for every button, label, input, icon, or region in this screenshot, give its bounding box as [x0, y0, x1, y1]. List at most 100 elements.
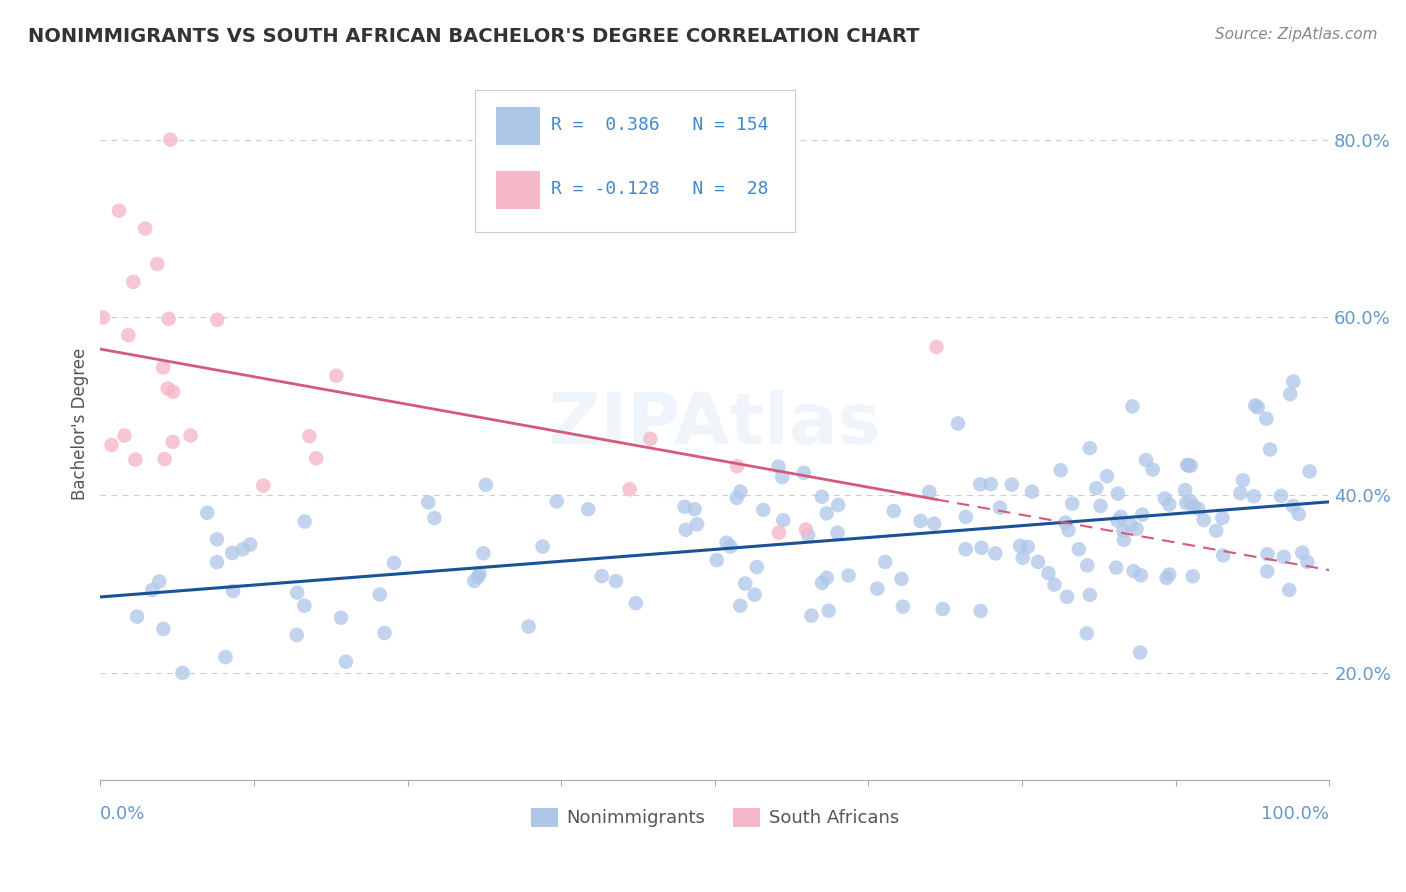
Point — [768, 459, 790, 474]
Point — [141, 583, 163, 598]
Text: NONIMMIGRANTS VS SOUTH AFRICAN BACHELOR'S DEGREE CORRELATION CHART: NONIMMIGRANTS VS SOUTH AFRICAN BACHELOR'… — [28, 27, 920, 45]
Point — [108, 203, 131, 218]
Point — [1288, 507, 1310, 521]
Point — [330, 610, 353, 624]
Point — [1270, 489, 1292, 503]
Point — [1174, 483, 1197, 497]
Point — [1153, 491, 1175, 506]
Point — [91, 310, 114, 325]
Point — [1105, 560, 1128, 574]
Point — [576, 502, 599, 516]
Point — [675, 523, 697, 537]
Point — [925, 340, 948, 354]
Point — [517, 619, 540, 633]
Point — [1130, 568, 1153, 582]
FancyBboxPatch shape — [496, 107, 540, 145]
Point — [984, 546, 1007, 560]
FancyBboxPatch shape — [475, 90, 794, 232]
Point — [811, 575, 834, 590]
Point — [1109, 509, 1132, 524]
Point — [1192, 513, 1215, 527]
Point — [752, 503, 775, 517]
Point — [1057, 523, 1080, 537]
Point — [153, 452, 176, 467]
Point — [162, 384, 184, 399]
Point — [800, 608, 823, 623]
Point — [1177, 458, 1199, 473]
Point — [883, 504, 905, 518]
Point — [1010, 539, 1032, 553]
Point — [463, 574, 485, 588]
Point — [1229, 486, 1251, 500]
Point — [162, 434, 184, 449]
Point — [1291, 545, 1313, 559]
Point — [156, 382, 179, 396]
Point — [683, 502, 706, 516]
Point — [1125, 522, 1147, 536]
Point — [817, 604, 839, 618]
Point — [157, 311, 180, 326]
Point — [890, 572, 912, 586]
Point — [1159, 498, 1181, 512]
Point — [252, 478, 274, 492]
Point — [1175, 496, 1198, 510]
Point — [734, 576, 756, 591]
Point — [794, 523, 817, 537]
Point — [222, 584, 245, 599]
Point — [531, 540, 554, 554]
Point — [1067, 542, 1090, 557]
Point — [1095, 469, 1118, 483]
Point — [1178, 494, 1201, 508]
Point — [475, 477, 498, 491]
Point — [768, 525, 790, 540]
Point — [686, 517, 709, 532]
Point — [718, 540, 741, 554]
Point — [891, 599, 914, 614]
Point — [1272, 549, 1295, 564]
Point — [1122, 564, 1144, 578]
Point — [114, 428, 136, 442]
Point — [1175, 458, 1198, 472]
Point — [793, 466, 815, 480]
Point — [1156, 571, 1178, 585]
Point — [969, 477, 991, 491]
Point — [1159, 567, 1181, 582]
Point — [1243, 489, 1265, 503]
Point — [1076, 558, 1098, 573]
Point — [827, 498, 849, 512]
Text: R =  0.386   N = 154: R = 0.386 N = 154 — [551, 117, 769, 135]
Point — [205, 312, 228, 326]
Point — [730, 484, 752, 499]
Point — [605, 574, 627, 589]
Point — [134, 221, 156, 235]
Point — [1001, 477, 1024, 491]
Point — [1038, 566, 1060, 581]
Point — [673, 500, 696, 514]
Point — [910, 514, 932, 528]
Point — [172, 665, 194, 680]
Point — [214, 650, 236, 665]
Point — [955, 542, 977, 557]
Point — [1021, 484, 1043, 499]
Point — [932, 602, 955, 616]
Point — [1181, 569, 1204, 583]
Point — [1062, 497, 1084, 511]
Point — [1112, 533, 1135, 547]
Point — [1017, 540, 1039, 554]
Point — [468, 566, 491, 581]
Point — [1256, 411, 1278, 425]
Point — [1212, 549, 1234, 563]
Text: Source: ZipAtlas.com: Source: ZipAtlas.com — [1215, 27, 1378, 42]
Point — [335, 655, 357, 669]
Point — [1119, 518, 1142, 533]
Point — [205, 533, 228, 547]
Point — [1211, 511, 1233, 525]
Point — [875, 555, 897, 569]
FancyBboxPatch shape — [496, 171, 540, 210]
Point — [955, 510, 977, 524]
Point — [122, 275, 145, 289]
Point — [745, 560, 768, 574]
Point — [100, 438, 122, 452]
Point — [117, 328, 139, 343]
Point — [1129, 646, 1152, 660]
